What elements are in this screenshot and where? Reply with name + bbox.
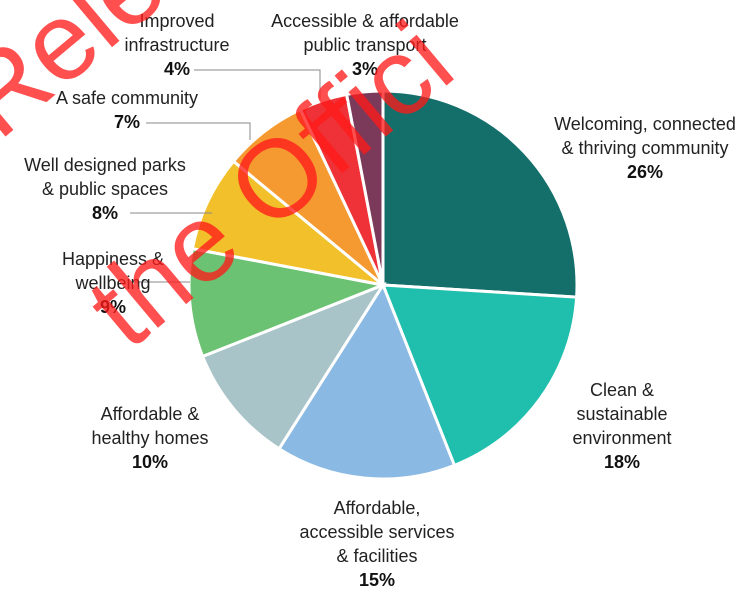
- labels: Welcoming, connected & thriving community…: [24, 11, 736, 589]
- slice-label: Affordable,: [334, 498, 421, 518]
- slice-label: wellbeing: [74, 273, 150, 293]
- value-label: 18%: [604, 452, 640, 472]
- slice-label: accessible services: [299, 522, 454, 542]
- slice-label: environment: [572, 428, 671, 448]
- pie-slice: [200, 281, 387, 451]
- leader-line: [146, 122, 251, 140]
- slice-label: & public spaces: [42, 179, 168, 199]
- slice-label: Improved: [139, 11, 214, 31]
- slice-label: Welcoming, connected: [554, 114, 736, 134]
- slice-label: public transport: [303, 35, 426, 55]
- leader-line: [194, 69, 321, 100]
- pie-slice: [187, 246, 389, 359]
- pie-slice: [381, 89, 579, 299]
- slice-label: healthy homes: [91, 428, 208, 448]
- pie-slice: [344, 89, 385, 286]
- value-label: 3%: [352, 59, 378, 79]
- pie: [187, 89, 579, 481]
- slice-label: infrastructure: [124, 35, 229, 55]
- pie-slice: [276, 281, 457, 481]
- pie-slice: [190, 159, 384, 287]
- value-label: 8%: [92, 203, 118, 223]
- slice-label: Affordable &: [101, 404, 200, 424]
- value-label: 15%: [359, 570, 395, 589]
- value-label: 10%: [132, 452, 168, 472]
- slice-label: Well designed parks: [24, 155, 186, 175]
- slice-label: & facilities: [336, 546, 417, 566]
- slice-label: sustainable: [576, 404, 667, 424]
- value-label: 9%: [100, 297, 126, 317]
- value-label: 26%: [627, 162, 663, 182]
- slice-label: Accessible & affordable: [271, 11, 459, 31]
- value-label: 7%: [114, 112, 140, 132]
- slice-label: & thriving community: [561, 138, 728, 158]
- value-label: 4%: [164, 59, 190, 79]
- slice-label: A safe community: [56, 88, 198, 108]
- slice-label: Clean &: [590, 380, 654, 400]
- slice-label: Happiness &: [62, 249, 164, 269]
- pie-slice: [380, 283, 579, 468]
